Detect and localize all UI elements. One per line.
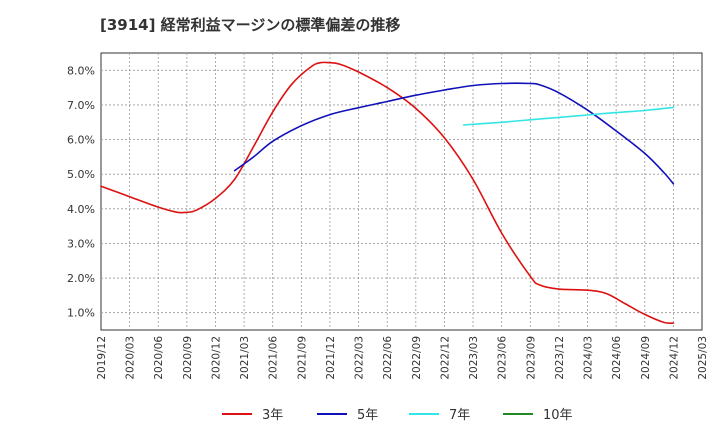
y-tick-label: 3.0% [67, 237, 95, 250]
y-tick-label: 6.0% [67, 134, 95, 147]
x-tick-label: 2021/12 [325, 336, 337, 380]
series-line-5年 [233, 82, 675, 185]
x-tick-label: 2020/12 [210, 336, 222, 380]
series-line-3年 [100, 61, 675, 325]
x-tick-label: 2020/03 [125, 336, 137, 380]
chart-title: [3914] 経常利益マージンの標準偏差の推移 [100, 16, 401, 34]
x-tick-label: 2025/03 [697, 336, 709, 380]
x-tick-label: 2021/06 [268, 336, 280, 380]
y-tick-label: 8.0% [67, 64, 95, 77]
x-tick-label: 2021/03 [239, 336, 251, 380]
x-tick-label: 2019/12 [96, 336, 108, 380]
legend-label-7年: 7年 [449, 408, 470, 423]
y-tick-label: 5.0% [67, 168, 95, 181]
x-tick-label: 2023/12 [554, 336, 566, 380]
plot-area [100, 52, 703, 331]
x-tick-label: 2024/12 [668, 336, 680, 380]
x-tick-label: 2024/06 [611, 336, 623, 380]
x-tick-label: 2022/09 [411, 336, 423, 380]
y-tick-label: 7.0% [67, 99, 95, 112]
x-tick-label: 2023/03 [468, 336, 480, 380]
series-line-7年 [462, 106, 675, 126]
legend-label-3年: 3年 [262, 408, 283, 423]
legend-label-5年: 5年 [357, 408, 378, 423]
y-tick-label: 4.0% [67, 203, 95, 216]
x-tick-label: 2022/03 [354, 336, 366, 380]
y-tick-label: 2.0% [67, 272, 95, 285]
x-tick-label: 2024/09 [640, 336, 652, 380]
x-tick-label: 2022/06 [382, 336, 394, 380]
x-tick-label: 2020/09 [182, 336, 194, 380]
x-tick-label: 2023/06 [497, 336, 509, 380]
x-tick-label: 2021/09 [296, 336, 308, 380]
x-tick-label: 2022/12 [439, 336, 451, 380]
y-tick-label: 1.0% [67, 307, 95, 320]
legend-label-10年: 10年 [543, 408, 573, 423]
x-tick-label: 2024/03 [583, 336, 595, 380]
x-tick-label: 2023/09 [525, 336, 537, 380]
x-tick-label: 2020/06 [153, 336, 165, 380]
